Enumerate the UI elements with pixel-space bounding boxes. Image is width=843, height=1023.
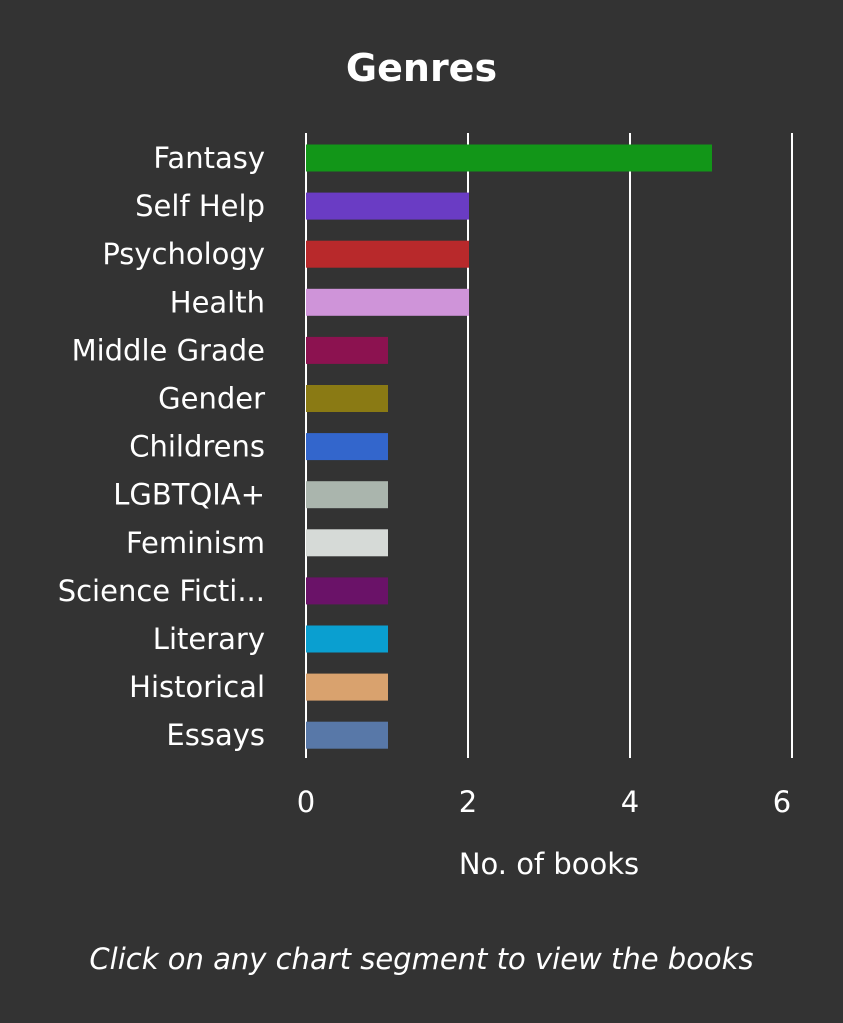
bars [306, 144, 712, 749]
category-label: Feminism [126, 526, 265, 560]
category-label: Fantasy [153, 141, 265, 175]
category-label: Science Ficti... [58, 574, 265, 608]
x-tick-label: 6 [773, 785, 791, 819]
bar-health[interactable] [306, 288, 469, 316]
hint-text: Click on any chart segment to view the b… [89, 942, 754, 976]
chart-title: Genres [345, 46, 498, 90]
category-label: Essays [166, 718, 265, 752]
bar-literary[interactable] [306, 625, 388, 653]
x-tick-label: 0 [297, 785, 315, 819]
category-label: Historical [129, 670, 265, 704]
category-label: Middle Grade [72, 333, 265, 367]
category-label: Psychology [102, 237, 265, 271]
bar-science-ficti[interactable] [306, 577, 388, 605]
x-tick-label: 4 [621, 785, 639, 819]
bar-feminism[interactable] [306, 529, 388, 557]
gridlines [305, 133, 793, 758]
category-label: LGBTQIA+ [113, 478, 265, 512]
x-axis-ticks: 0 2 4 6 [297, 785, 791, 819]
bar-middle-grade[interactable] [306, 336, 388, 364]
category-label: Health [170, 285, 265, 319]
bar-psychology[interactable] [306, 240, 469, 268]
x-axis-label: No. of books [459, 847, 639, 881]
category-label: Self Help [135, 189, 265, 223]
bar-childrens[interactable] [306, 433, 388, 461]
bar-fantasy[interactable] [306, 144, 712, 172]
bar-self-help[interactable] [306, 192, 469, 220]
category-label: Childrens [129, 430, 265, 464]
category-label: Gender [158, 382, 265, 416]
category-label: Literary [153, 622, 265, 656]
bar-historical[interactable] [306, 673, 388, 701]
bar-lgbtqia[interactable] [306, 481, 388, 509]
bar-gender[interactable] [306, 385, 388, 412]
x-tick-label: 2 [459, 785, 477, 819]
category-labels: Fantasy Self Help Psychology Health Middle G… [58, 141, 265, 752]
bar-essays[interactable] [306, 721, 388, 749]
